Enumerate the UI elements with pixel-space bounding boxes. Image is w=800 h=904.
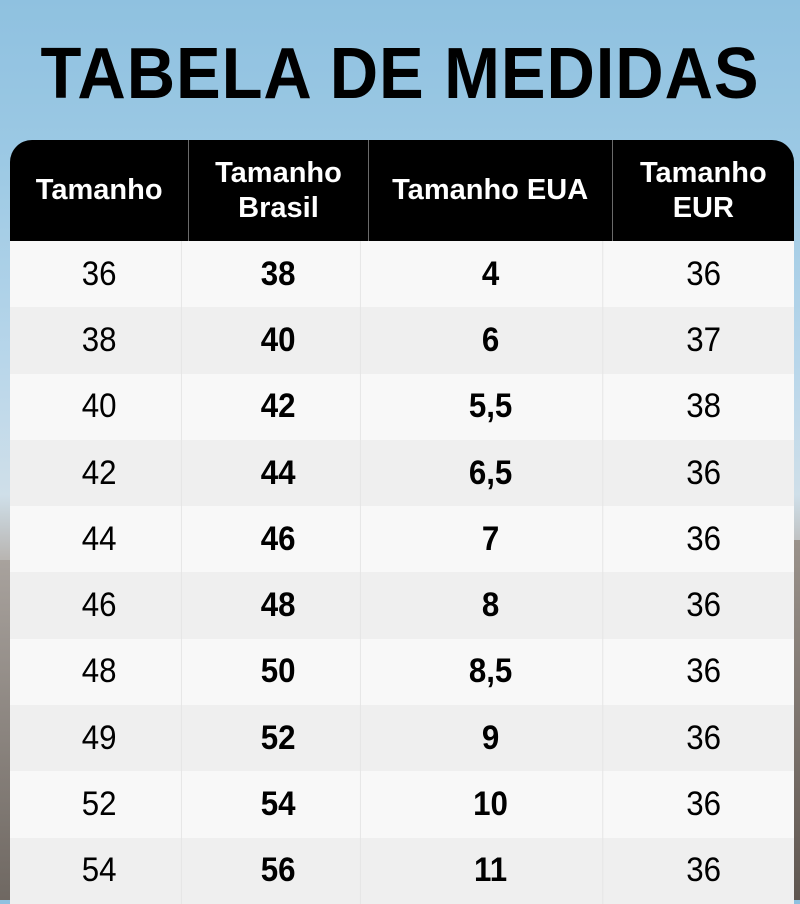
cell-tamanho-brasil: 48 [196,572,362,639]
cell-tamanho: 36 [17,241,183,308]
table-row: 46 48 8 36 [10,572,794,639]
page-title: TABELA DE MEDIDAS [40,34,760,114]
cell-tamanho-eua: 6 [378,307,603,374]
cell-tamanho-brasil: 50 [196,638,362,706]
cell-tamanho-brasil: 40 [196,307,362,374]
cell-tamanho-brasil: 56 [196,837,362,904]
cell-tamanho-brasil: 46 [196,506,362,573]
header-tamanho-brasil: Tamanho Brasil [189,140,369,241]
cell-tamanho-eua: 11 [378,837,603,904]
cell-tamanho-eur: 36 [685,453,721,492]
table-row: 36 38 4 36 [10,241,794,308]
cell-tamanho-eur: 37 [685,320,721,359]
header-tamanho-eur: Tamanho EUR [639,157,767,224]
cell-tamanho-eur: 36 [685,586,721,625]
cell-tamanho-eur: 36 [685,519,721,558]
cell-tamanho: 46 [17,572,183,639]
header-tamanho-eua: Tamanho EUA [369,140,613,241]
cell-tamanho-brasil: 44 [196,439,362,507]
cell-tamanho: 42 [17,439,183,507]
cell-tamanho: 38 [17,307,183,374]
cell-tamanho-brasil: 54 [196,771,362,838]
cell-tamanho: 44 [17,506,183,573]
cell-tamanho-eua: 10 [378,771,603,838]
table-row: 52 54 10 36 [10,771,794,838]
cell-tamanho-eua: 6,5 [378,439,603,507]
cell-tamanho-eur: 38 [685,387,721,426]
table-header: Tamanho Tamanho Brasil Tamanho EUA Taman… [10,140,794,241]
table-row: 54 56 11 36 [10,837,794,904]
cell-tamanho: 52 [17,771,183,838]
cell-tamanho: 40 [17,373,183,440]
cell-tamanho-eua: 9 [378,705,603,772]
cell-tamanho: 48 [17,638,183,706]
cell-tamanho-eur: 36 [685,718,721,757]
cell-tamanho-eur: 36 [685,652,721,691]
table-row: 42 44 6,5 36 [10,439,794,507]
cell-tamanho-eua: 8,5 [378,638,603,706]
cell-tamanho-eur: 36 [685,785,721,824]
cell-tamanho-eur: 36 [685,254,721,293]
table-row: 40 42 5,5 38 [10,373,794,440]
size-chart-table: Tamanho Tamanho Brasil Tamanho EUA Taman… [10,140,794,904]
cell-tamanho-brasil: 38 [196,241,362,308]
table-row: 49 52 9 36 [10,705,794,772]
table-row: 38 40 6 37 [10,307,794,374]
table-row: 48 50 8,5 36 [10,638,794,706]
cell-tamanho: 54 [17,837,183,904]
cell-tamanho-eua: 8 [378,572,603,639]
cell-tamanho-eua: 7 [378,506,603,573]
cell-tamanho: 49 [17,705,183,772]
cell-tamanho-eua: 4 [378,241,603,308]
cell-tamanho-brasil: 52 [196,705,362,772]
header-tamanho: Tamanho [10,140,190,241]
table-body: 36 38 4 36 38 40 6 37 40 42 5,5 38 42 44 6,5 36 44 46 7 36 4… [10,241,794,904]
cell-tamanho-eur: 36 [685,851,721,890]
cell-tamanho-brasil: 42 [196,373,362,440]
table-row: 44 46 7 36 [10,506,794,573]
cell-tamanho-eua: 5,5 [378,373,603,440]
